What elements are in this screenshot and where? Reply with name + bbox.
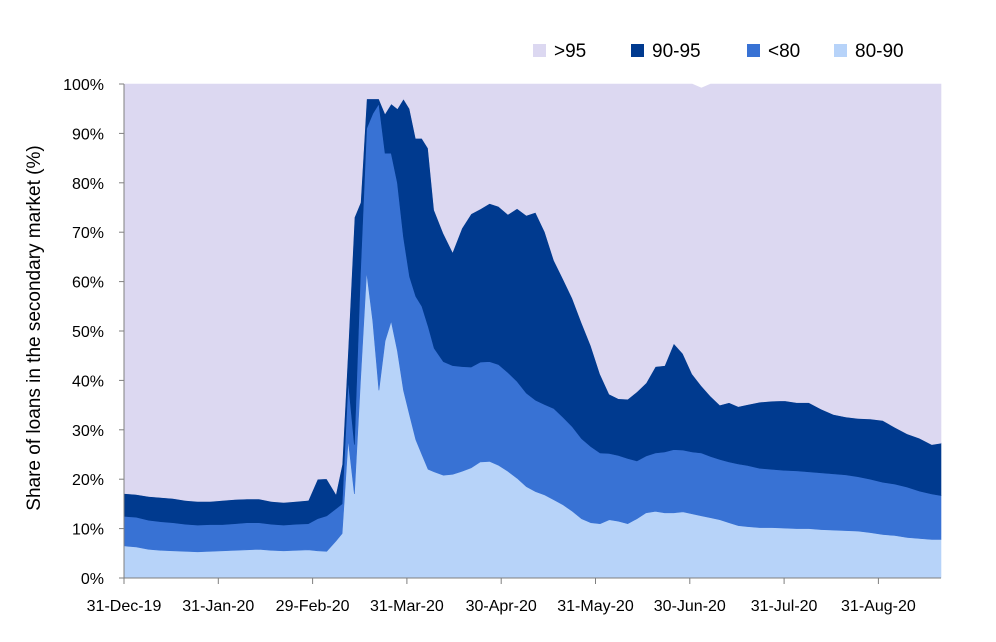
- x-tick-label: 31-Mar-20: [370, 598, 444, 615]
- legend-label-80: <80: [768, 41, 800, 62]
- y-tick-label: 20%: [72, 472, 104, 489]
- y-tick-label: 80%: [72, 176, 104, 193]
- legend-label-90-95: 90-95: [652, 41, 701, 62]
- y-tick-label: 0%: [81, 571, 104, 588]
- area-series-group: [123, 83, 942, 579]
- y-tick-label: 40%: [72, 373, 104, 390]
- y-axis-tick-labels: 0% 10% 20% 30% 40% 50% 60% 70% 80% 90% 100%: [63, 77, 104, 588]
- x-tick-label: 30-Jun-20: [654, 598, 726, 615]
- y-tick-label: 10%: [72, 522, 104, 539]
- legend-label-95: >95: [554, 41, 586, 62]
- area-series-95: [123, 83, 942, 503]
- x-tick-label: 31-Jan-20: [182, 598, 254, 615]
- y-tick-label: 100%: [63, 77, 104, 94]
- x-tick-label: 31-Aug-20: [841, 598, 916, 615]
- legend-swatch-95: [533, 44, 546, 57]
- legend-swatch-80: [747, 44, 760, 57]
- legend-swatch-90-95: [631, 44, 644, 57]
- x-axis-tick-labels: 31-Dec-19 31-Jan-20 29-Feb-20 31-Mar-20 30-A…: [87, 598, 916, 615]
- legend-label-80-90: 80-90: [855, 41, 904, 62]
- y-tick-label: 70%: [72, 225, 104, 242]
- legend: >95 90-95 <80 80-90: [533, 41, 904, 62]
- y-tick-label: 90%: [72, 126, 104, 143]
- legend-swatch-80-90: [834, 44, 847, 57]
- y-tick-label: 30%: [72, 423, 104, 440]
- x-tick-label: 31-Dec-19: [87, 598, 162, 615]
- x-tick-label: 29-Feb-20: [276, 598, 350, 615]
- y-tick-label: 60%: [72, 275, 104, 292]
- axes: [119, 83, 941, 584]
- x-tick-label: 31-May-20: [557, 598, 634, 615]
- x-tick-label: 31-Jul-20: [751, 598, 818, 615]
- y-axis-title: Share of loans in the secondary market (…: [24, 145, 45, 510]
- x-tick-label: 30-Apr-20: [466, 598, 537, 615]
- y-tick-label: 50%: [72, 324, 104, 341]
